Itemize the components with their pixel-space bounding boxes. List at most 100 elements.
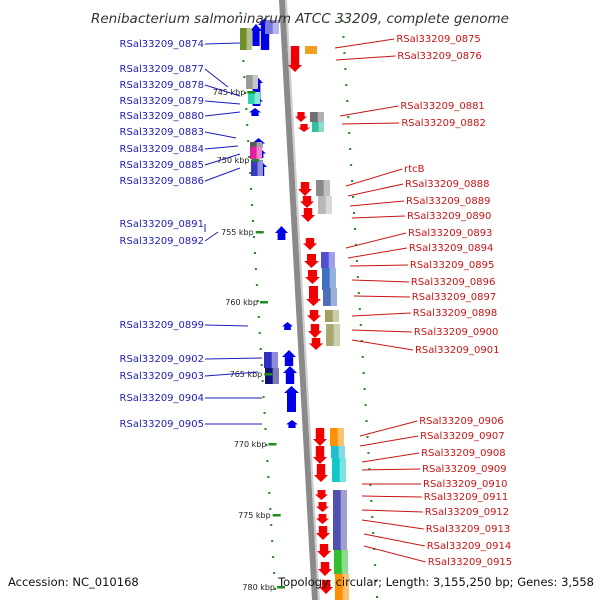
- reverse-gene-arrow: [303, 238, 317, 250]
- feature-box: [331, 446, 345, 458]
- minor-tick-dot: [248, 156, 251, 158]
- feature-box-highlight: [318, 122, 324, 132]
- feature-box: [316, 180, 330, 196]
- right-leader-line: [349, 200, 405, 207]
- genome-summary-text: Topology: circular; Length: 3,155,250 bp…: [277, 575, 594, 589]
- forward-gene-arrow: [249, 108, 261, 116]
- right-gene-label: RSal33209_0889: [406, 196, 490, 207]
- reverse-gene-arrow: [315, 490, 328, 500]
- minor-tick-dot: [364, 404, 367, 406]
- minor-tick-dot: [253, 252, 256, 254]
- left-leader-line: [204, 111, 241, 117]
- right-leader-line: [353, 295, 410, 298]
- right-leader-line: [361, 452, 420, 463]
- major-tick-mark: [268, 443, 277, 446]
- right-leader-line: [361, 519, 424, 530]
- minor-tick-dot: [272, 556, 275, 558]
- right-leader-line: [345, 232, 407, 249]
- forward-gene-arrow: [284, 386, 299, 412]
- right-leader-line: [363, 545, 426, 563]
- feature-box-highlight: [257, 160, 263, 176]
- minor-tick-dot: [239, 12, 242, 14]
- minor-tick-dot: [268, 492, 271, 494]
- left-leader-line: [204, 68, 229, 88]
- feature-box: [323, 288, 337, 306]
- left-gene-label: RSal33209_0891: [120, 219, 204, 230]
- right-gene-label: RSal33209_0901: [415, 345, 499, 356]
- feature-box-highlight: [325, 196, 332, 214]
- minor-tick-dot: [359, 324, 362, 326]
- feature-box-highlight: [332, 310, 339, 322]
- minor-tick-dot: [274, 588, 277, 590]
- minor-tick-dot: [264, 428, 267, 430]
- right-leader-line: [361, 468, 421, 471]
- left-gene-label: RSal33209_0883: [120, 127, 204, 138]
- minor-tick-dot: [370, 500, 373, 502]
- minor-tick-dot: [345, 84, 348, 86]
- map-title: Renibacterium salmoninarum ATCC 33209, c…: [91, 11, 509, 27]
- right-leader-line: [351, 312, 411, 317]
- minor-tick-dot: [246, 124, 249, 126]
- left-leader-line: [204, 153, 241, 166]
- left-gene-label: RSal33209_0877: [120, 64, 204, 75]
- reverse-gene-arrow: [298, 124, 310, 132]
- left-leader-line: [204, 357, 263, 360]
- reverse-gene-arrow: [304, 254, 319, 268]
- left-gene-label: RSal33209_0902: [120, 354, 204, 365]
- reverse-gene-arrow: [306, 286, 321, 306]
- feature-box-highlight: [341, 550, 348, 574]
- tick-label: 780 kbp: [242, 583, 275, 592]
- feature-box: [326, 324, 340, 346]
- minor-tick-dot: [260, 364, 263, 366]
- forward-gene-arrow: [275, 226, 288, 240]
- backbone-line: [279, 0, 318, 600]
- tick-dot-track: [239, 12, 379, 598]
- minor-tick-dot: [350, 164, 353, 166]
- minor-tick-dot: [372, 532, 375, 534]
- feature-box-highlight: [337, 428, 344, 446]
- gene-labels: RSal33209_0874 RSal33209_0877 RSal33209_08…: [120, 34, 513, 568]
- right-gene-label: RSal33209_0894: [409, 243, 493, 254]
- feature-box-highlight: [333, 324, 340, 346]
- right-leader-line: [351, 329, 412, 333]
- feature-box: [332, 458, 346, 482]
- minor-tick-dot: [271, 540, 274, 542]
- minor-tick-dot: [341, 20, 344, 22]
- minor-tick-dot: [245, 108, 248, 110]
- feature-box-highlight: [272, 20, 279, 34]
- right-gene-label: RSal33209_0913: [426, 524, 510, 535]
- minor-tick-dot: [255, 284, 258, 286]
- left-gene-label: RSal33209_0879: [120, 96, 204, 107]
- reverse-gene-arrow: [316, 526, 330, 540]
- reverse-gene-arrow: [308, 324, 322, 338]
- minor-tick-dot: [254, 268, 257, 270]
- left-gene-label: RSal33209_0880: [120, 111, 204, 122]
- left-leader-line: [204, 100, 241, 105]
- right-gene-label: RSal33209_0908: [421, 448, 505, 459]
- minor-tick-dot: [348, 132, 351, 134]
- reverse-gene-arrow: [316, 502, 329, 512]
- feature-box-highlight: [323, 180, 330, 196]
- right-leader-line: [339, 105, 399, 117]
- reverse-gene-arrow: [314, 464, 328, 482]
- right-gene-label: RSal33209_0876: [397, 51, 481, 62]
- feature-box-highlight: [252, 75, 258, 89]
- feature-box-highlight: [271, 352, 278, 368]
- minor-tick-dot: [354, 228, 356, 230]
- reverse-gene-arrow: [318, 562, 332, 576]
- feature-box-highlight: [330, 288, 337, 306]
- minor-tick-dot: [369, 484, 372, 486]
- major-tick-mark: [264, 373, 273, 376]
- minor-tick-dot: [355, 260, 358, 262]
- reverse-gene-arrow: [301, 208, 315, 222]
- minor-tick-dot: [347, 116, 350, 118]
- minor-tick-dot: [353, 212, 356, 214]
- feature-box-highlight: [329, 268, 336, 290]
- feature-box: [248, 92, 260, 104]
- major-tick-mark: [251, 159, 260, 162]
- feature-box-highlight: [339, 458, 346, 482]
- feature-box-highlight: [254, 92, 260, 104]
- minor-tick-dot: [371, 516, 374, 518]
- feature-box: [246, 75, 258, 89]
